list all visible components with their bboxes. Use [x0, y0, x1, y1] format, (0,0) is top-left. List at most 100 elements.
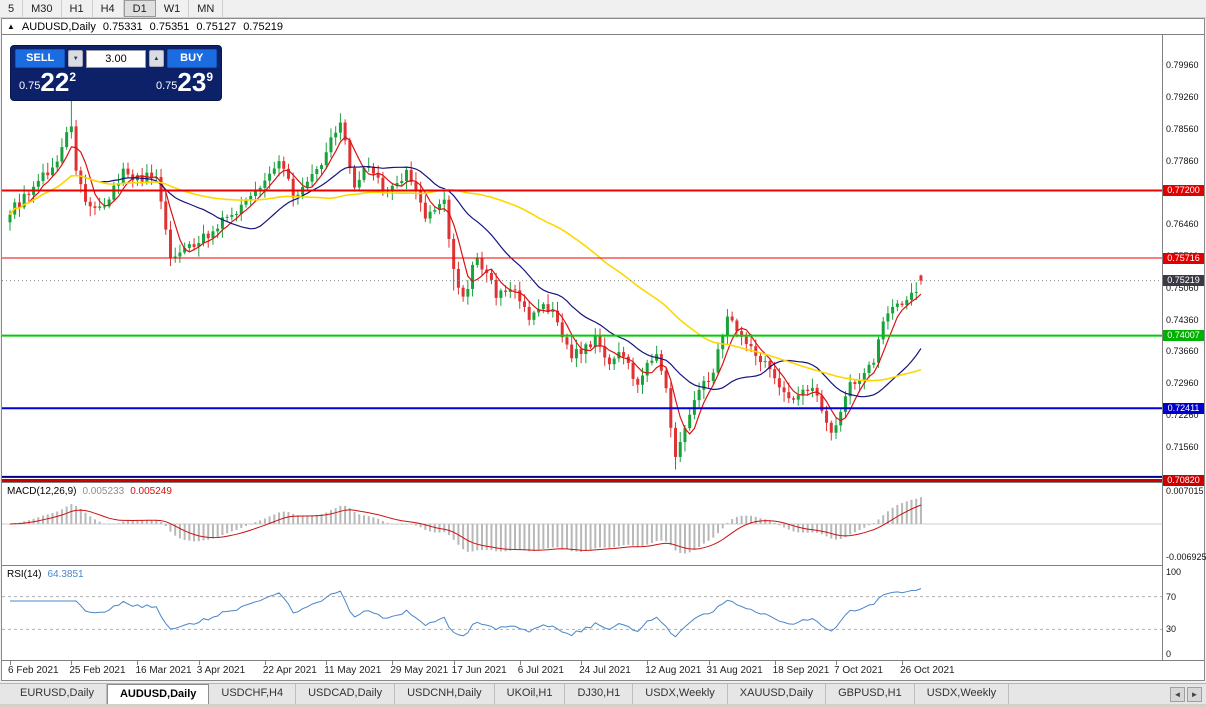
- price-tick-label: 0.79960: [1166, 60, 1199, 71]
- chart-tab-ukoil-h1[interactable]: UKOil,H1: [495, 684, 566, 704]
- date-label: 17 Jun 2021: [451, 665, 507, 676]
- chart-tab-gbpusd-h1[interactable]: GBPUSD,H1: [826, 684, 915, 704]
- chart-tab-xauusd-daily[interactable]: XAUUSD,Daily: [728, 684, 827, 704]
- chart-tab-usdcnh-daily[interactable]: USDCNH,Daily: [395, 684, 495, 704]
- chart-tab-bar: EURUSD,Daily AUDUSD,Daily USDCHF,H4 USDCAD,…: [0, 683, 1206, 704]
- time-axis-tick: [836, 661, 837, 665]
- time-axis-tick: [708, 661, 710, 665]
- timeframe-button-MN[interactable]: MN: [189, 0, 224, 17]
- time-axis-tick: [326, 661, 328, 665]
- price-tick-label: 0.72260: [1166, 410, 1199, 421]
- timeframe-button-W1[interactable]: W1: [156, 0, 190, 17]
- date-label: 22 Apr 2021: [262, 665, 317, 676]
- price-axis[interactable]: 0.799600.792600.785600.778600.771600.764…: [1163, 35, 1206, 660]
- level-price-badge: 0.74007: [1163, 330, 1204, 342]
- ohlc-low: 0.75127: [196, 20, 237, 33]
- ohlc-close: 0.75219: [243, 20, 283, 33]
- time-axis-tick: [902, 661, 904, 665]
- timeframe-button-D1[interactable]: D1: [123, 0, 156, 17]
- time-axis-tick: [453, 661, 455, 665]
- volume-down-button[interactable]: ▼: [68, 50, 83, 67]
- macd-axis-label: -0.006925: [1166, 551, 1206, 562]
- rsi-value: 64.3851: [47, 569, 84, 580]
- ohlc-high: 0.75351: [149, 20, 190, 33]
- ask-quote[interactable]: 0.75 23 9: [156, 68, 213, 96]
- panel-separator: [2, 660, 1204, 661]
- price-tick-label: 0.74360: [1166, 314, 1199, 325]
- ohlc-open: 0.75331: [102, 20, 143, 33]
- time-axis-tick: [198, 661, 200, 665]
- ask-prefix: 0.75: [155, 80, 178, 92]
- sell-button[interactable]: SELL: [15, 49, 66, 68]
- timeframe-toolbar: 5 M30 H1 H4 D1 W1 MN: [0, 0, 1206, 18]
- level-price-badge: 0.72411: [1163, 402, 1204, 414]
- chart-tab-usdx-weekly[interactable]: USDX,Weekly: [633, 684, 728, 704]
- price-tick-label: 0.75060: [1166, 282, 1199, 293]
- timeframe-button-5[interactable]: 5: [0, 0, 24, 17]
- macd-signal-value: 0.005249: [130, 486, 172, 497]
- chart-window: ▲ AUDUSD,Daily 0.75331 0.75351 0.75127 0…: [1, 18, 1206, 681]
- timeframe-button-M30[interactable]: M30: [23, 0, 62, 17]
- time-axis-tick: [647, 661, 649, 665]
- rsi-axis-label: 70: [1166, 591, 1177, 602]
- macd-value: 0.005233: [82, 486, 125, 497]
- date-label: 6 Jul 2021: [517, 665, 564, 676]
- chart-tab-dj30-h1[interactable]: DJ30,H1: [565, 684, 634, 704]
- tab-scroll-right-icon[interactable]: ►: [1187, 686, 1202, 702]
- ask-main-digits: 23: [177, 67, 207, 97]
- timeframe-button-H1[interactable]: H1: [62, 0, 93, 17]
- bid-prefix: 0.75: [19, 80, 41, 92]
- chart-tab-usdx-weekly[interactable]: USDX,Weekly: [915, 684, 1010, 704]
- bid-quote[interactable]: 0.75 22 2: [19, 68, 76, 96]
- date-label: 31 Aug 2021: [706, 665, 763, 676]
- date-label: 16 Mar 2021: [135, 665, 192, 676]
- price-chart[interactable]: [2, 36, 1162, 482]
- date-label: 11 May 2021: [324, 665, 382, 676]
- rsi-axis-label: 100: [1166, 567, 1182, 577]
- panel-separator[interactable]: [2, 482, 1204, 483]
- macd-header: MACD(12,26,9) 0.005233 0.005249: [7, 486, 172, 497]
- volume-up-button[interactable]: ▲: [149, 50, 164, 67]
- rsi-header: RSI(14) 64.3851: [7, 569, 84, 580]
- time-axis[interactable]: 6 Feb 2021 25 Feb 2021 16 Mar 2021 3 Apr 20…: [2, 661, 1162, 679]
- chart-symbol-label: AUDUSD,Daily: [21, 20, 96, 33]
- tab-scroll-controls: ◄ ►: [1166, 684, 1206, 704]
- level-price-badge: 0.77200: [1163, 185, 1204, 197]
- date-label: 29 May 2021: [390, 665, 449, 676]
- time-axis-tick: [774, 661, 776, 665]
- chart-tab-usdchf-h4[interactable]: USDCHF,H4: [209, 684, 297, 704]
- panel-separator[interactable]: [2, 565, 1204, 566]
- macd-title: MACD(12,26,9): [7, 486, 77, 497]
- time-axis-tick: [264, 661, 266, 665]
- date-label: 25 Feb 2021: [69, 665, 126, 676]
- time-axis-tick: [581, 661, 583, 665]
- rsi-axis-label: 0: [1166, 649, 1172, 659]
- current-price-badge: 0.75219: [1163, 275, 1204, 287]
- one-click-collapse-icon[interactable]: ▲: [7, 22, 15, 31]
- level-price-badge: 0.75716: [1163, 252, 1204, 264]
- date-label: 26 Oct 2021: [900, 665, 955, 676]
- price-tick-label: 0.76460: [1166, 219, 1199, 230]
- buy-button[interactable]: BUY: [166, 49, 217, 68]
- chart-tab-audusd-daily[interactable]: AUDUSD,Daily: [106, 684, 210, 704]
- rsi-chart[interactable]: [2, 566, 1162, 660]
- status-strip: [0, 704, 1206, 707]
- macd-chart[interactable]: [2, 483, 1162, 565]
- date-label: 7 Oct 2021: [834, 665, 883, 676]
- rsi-title: RSI(14): [7, 569, 42, 580]
- price-tick-label: 0.73660: [1166, 346, 1199, 357]
- chart-tab-eurusd-daily[interactable]: EURUSD,Daily: [8, 684, 107, 704]
- time-axis-tick: [392, 661, 394, 665]
- date-label: 3 Apr 2021: [196, 665, 246, 676]
- macd-axis-label: 0.007015: [1166, 485, 1204, 496]
- time-axis-tick: [71, 661, 73, 665]
- price-tick-label: 0.77860: [1166, 155, 1199, 166]
- tab-scroll-left-icon[interactable]: ◄: [1170, 686, 1185, 702]
- axis-border: [1162, 35, 1163, 660]
- timeframe-button-H4[interactable]: H4: [93, 0, 124, 17]
- time-axis-tick: [137, 661, 139, 665]
- price-tick-label: 0.72960: [1166, 378, 1199, 389]
- chart-tab-usdcad-daily[interactable]: USDCAD,Daily: [296, 684, 396, 704]
- volume-input[interactable]: [86, 49, 146, 68]
